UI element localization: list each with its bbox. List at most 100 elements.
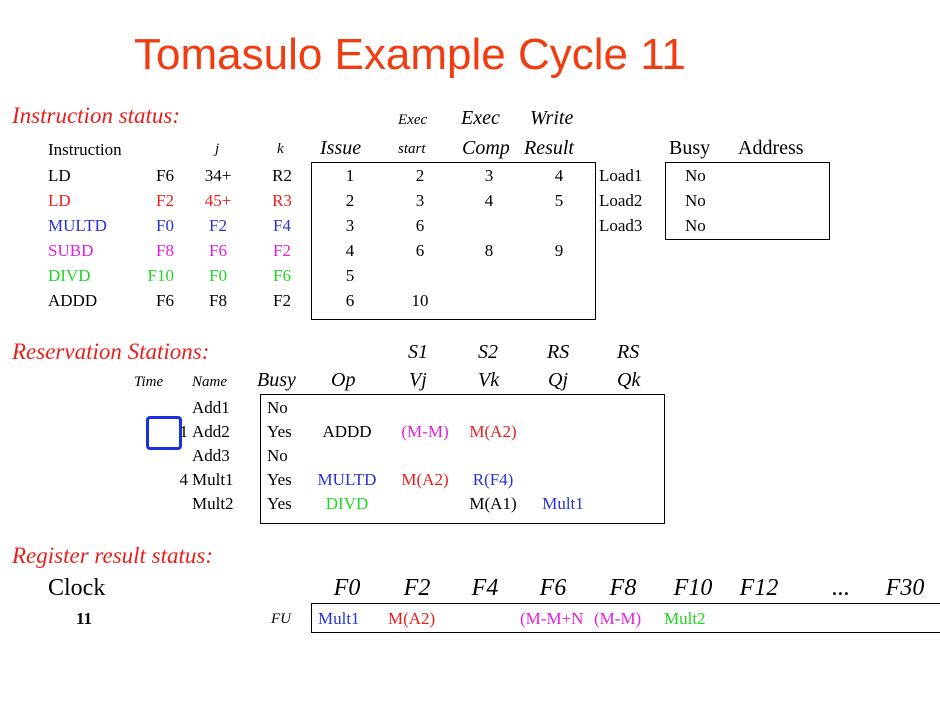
instr-dest: F10: [147, 266, 174, 285]
col-k: k: [277, 141, 284, 157]
time-highlight-box: [146, 416, 182, 450]
col-instruction: Instruction: [48, 140, 122, 159]
instr-op: MULTD: [48, 216, 107, 235]
instr-k: R2: [272, 166, 292, 185]
load-buffer-name: Load2: [599, 191, 643, 210]
col-issue: Issue: [320, 137, 362, 159]
instruction-status-heading: Instruction status:: [12, 103, 181, 128]
rs-time: 1: [179, 422, 189, 441]
register-header: F8: [609, 575, 637, 601]
instr-j: 34+: [204, 166, 232, 185]
instr-write: 9: [554, 241, 564, 260]
register-fu-value: Mult2: [664, 609, 706, 628]
register-fu-value: (M-M+N: [520, 609, 584, 628]
instr-exec-comp: 4: [484, 191, 494, 210]
instr-issue: 6: [345, 291, 355, 310]
register-status-box: [311, 603, 940, 633]
register-header: F12: [739, 575, 779, 601]
col-rs-busy: Busy: [257, 369, 296, 391]
rs-vj: (M-M): [401, 422, 449, 441]
instr-dest: F2: [156, 191, 174, 210]
register-header: ...: [832, 575, 850, 601]
col-op: Op: [331, 369, 356, 391]
col-j: j: [215, 141, 220, 157]
col-busy: Busy: [669, 137, 711, 159]
col-name: Name: [192, 374, 227, 390]
page-title: Tomasulo Example Cycle 11: [134, 30, 686, 79]
col-s2: S2: [478, 341, 498, 363]
instr-dest: F0: [156, 216, 174, 235]
instr-j: F2: [209, 216, 227, 235]
rs-vj: M(A2): [401, 470, 449, 489]
instr-issue: 5: [345, 266, 355, 285]
col-write-top: Write: [530, 107, 574, 129]
col-rs1: RS: [547, 341, 570, 363]
clock-label: Clock: [48, 575, 106, 601]
instr-op: ADDD: [48, 291, 98, 310]
col-rs2: RS: [617, 341, 640, 363]
instr-dest: F6: [156, 166, 174, 185]
col-s1: S1: [408, 341, 428, 363]
load-buffer-busy: No: [685, 191, 706, 210]
instr-exec-start: 10: [411, 291, 429, 310]
col-qk: Qk: [617, 369, 641, 391]
col-address: Address: [738, 137, 804, 159]
instr-exec-comp: 3: [484, 166, 494, 185]
instr-exec-start: 6: [415, 216, 425, 235]
col-vj: Vj: [409, 369, 427, 391]
rs-name: Add1: [192, 398, 230, 417]
rs-name: Add2: [192, 422, 230, 441]
load-buffer-busy: No: [685, 216, 706, 235]
col-time: Time: [134, 374, 164, 390]
col-write-bottom: Result: [524, 137, 574, 159]
instr-op: LD: [48, 191, 71, 210]
register-header: F0: [333, 575, 361, 601]
rs-busy: No: [267, 398, 288, 417]
rs-name: Mult2: [192, 494, 234, 513]
instr-k: F2: [273, 291, 291, 310]
register-fu-value: Mult1: [318, 609, 360, 628]
rs-time: 4: [179, 470, 189, 489]
instr-issue: 3: [345, 216, 355, 235]
instruction-status-box: [311, 162, 596, 320]
rs-op: MULTD: [317, 470, 377, 489]
instr-dest: F8: [156, 241, 174, 260]
instr-j: 45+: [204, 191, 232, 210]
register-status-heading: Register result status:: [12, 543, 214, 568]
col-exec-comp-bottom: Comp: [462, 137, 510, 159]
rs-name: Add3: [192, 446, 230, 465]
instr-issue: 4: [345, 241, 355, 260]
instr-write: 4: [554, 166, 564, 185]
instr-write: 5: [554, 191, 564, 210]
register-header: F6: [539, 575, 567, 601]
rs-vk: M(A1): [469, 494, 517, 513]
register-header: F2: [403, 575, 431, 601]
instr-op: SUBD: [48, 241, 94, 260]
instr-issue: 2: [345, 191, 355, 210]
instr-op: LD: [48, 166, 71, 185]
clock-value: 11: [76, 609, 93, 628]
instr-k: F4: [273, 216, 291, 235]
instr-j: F0: [209, 266, 227, 285]
register-fu-value: M(A2): [388, 609, 436, 628]
register-fu-value: (M-M): [594, 609, 642, 628]
load-buffer-name: Load3: [599, 216, 643, 235]
register-header: F10: [673, 575, 713, 601]
instr-k: R3: [272, 191, 292, 210]
load-buffer-busy: No: [685, 166, 706, 185]
instr-op: DIVD: [48, 266, 91, 285]
rs-name: Mult1: [192, 470, 234, 489]
rs-qj: Mult1: [542, 494, 584, 513]
col-exec-comp-top: Exec: [461, 107, 500, 129]
col-exec-start-bottom: start: [398, 141, 426, 157]
rs-busy: No: [267, 446, 288, 465]
register-header: F4: [471, 575, 499, 601]
instr-k: F6: [273, 266, 291, 285]
col-vk: Vk: [478, 369, 500, 391]
load-buffer-box: [665, 162, 830, 240]
rs-vk: R(F4): [472, 470, 514, 489]
instr-k: F2: [273, 241, 291, 260]
col-exec-start-top: Exec: [398, 112, 428, 128]
instr-issue: 1: [345, 166, 355, 185]
register-header: F30: [885, 575, 925, 601]
